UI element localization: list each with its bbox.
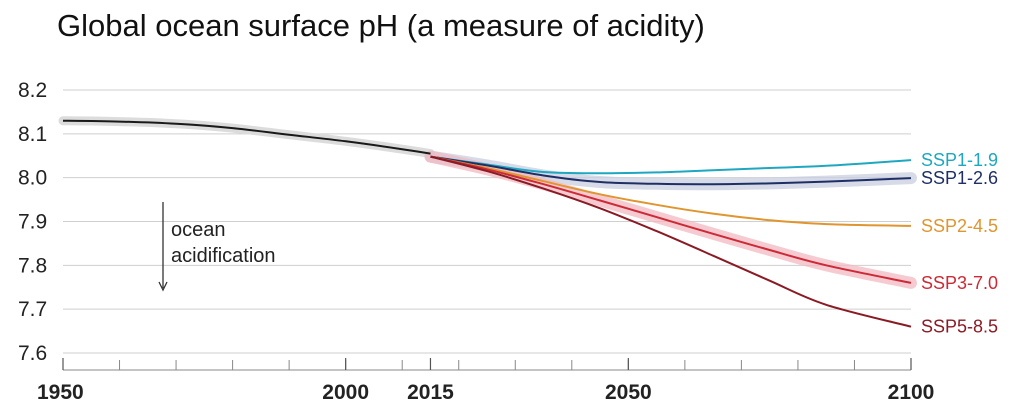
y-tick-label-8.2: 8.2	[18, 79, 47, 102]
historical-band	[58, 116, 435, 159]
annotation-text-line-2: acidification	[171, 245, 276, 267]
line-ssp1-2-6	[430, 155, 912, 186]
y-axis-ticks: 7.6 7.7 7.8 7.9 8.0 8.1 8.2	[18, 79, 47, 365]
x-tick-label-2000: 2000	[322, 381, 369, 404]
series-label-ssp5-8-5: SSP5-8.5	[921, 317, 998, 337]
x-tick-label-2015: 2015	[407, 381, 454, 404]
line-ssp3-7-0	[430, 155, 912, 284]
line-ssp1-1-9	[430, 155, 912, 175]
line-ssp2-4-5	[430, 155, 912, 227]
down-arrow-icon	[158, 281, 168, 292]
x-tick-label-1950: 1950	[37, 381, 84, 404]
chart-title: Global ocean surface pH (a measure of ac…	[57, 8, 705, 43]
annotation-text-line-1: ocean	[171, 219, 226, 241]
series-label-ssp2-4-5: SSP2-4.5	[921, 216, 998, 236]
acidification-annotation: ocean acidification	[158, 202, 276, 292]
x-axis: 1950 2000 2015 2050 2100	[37, 358, 934, 404]
series-label-ssp3-7-0: SSP3-7.0	[921, 273, 998, 293]
y-tick-label-8.1: 8.1	[18, 123, 47, 146]
line-ssp5-8-5	[430, 155, 912, 328]
y-tick-label-7.7: 7.7	[18, 298, 47, 321]
x-tick-label-2050: 2050	[605, 381, 652, 404]
y-tick-label-8.0: 8.0	[18, 167, 47, 190]
series-lines	[62, 119, 912, 328]
line-historical	[62, 119, 431, 155]
series-label-ssp1-1-9: SSP1-1.9	[921, 150, 998, 170]
series-label-ssp1-2-6: SSP1-2.6	[921, 168, 998, 188]
grid-lines	[63, 89, 911, 354]
y-tick-label-7.8: 7.8	[18, 254, 47, 277]
x-tick-label-2100: 2100	[888, 381, 935, 404]
y-tick-label-7.6: 7.6	[18, 342, 47, 365]
y-tick-label-7.9: 7.9	[18, 211, 47, 234]
